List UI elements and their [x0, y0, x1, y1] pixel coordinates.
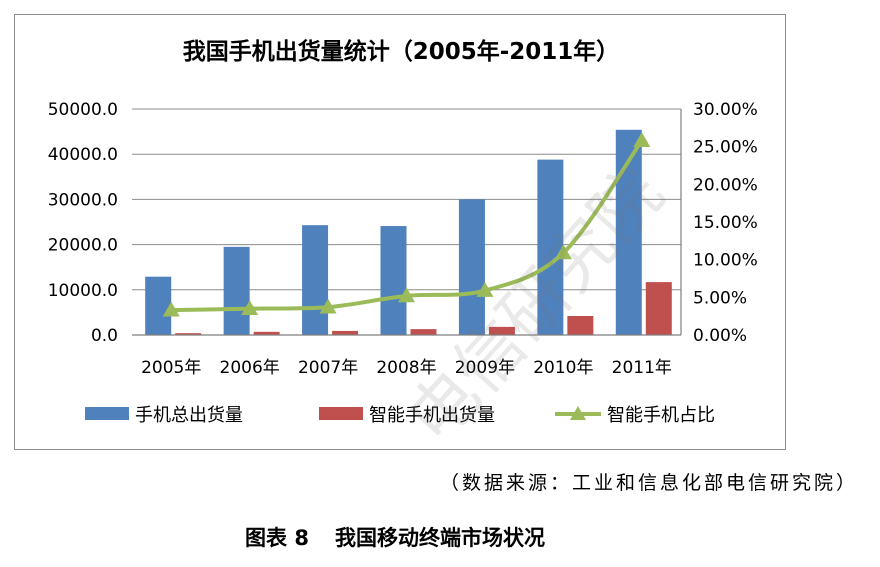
y-left-tick-label: 10000.0	[48, 281, 118, 301]
ratio-marker	[554, 244, 572, 260]
bar	[380, 226, 407, 335]
bar	[253, 331, 280, 335]
x-tick-label: 2009年	[455, 358, 515, 378]
y-right-tick-label: 30.00%	[693, 100, 758, 120]
y-right-tick-label: 10.00%	[693, 251, 758, 271]
figure-title: 我国移动终端市场状况	[334, 526, 545, 550]
legend-label: 手机总出货量	[135, 405, 243, 426]
x-tick-label: 2005年	[141, 358, 201, 378]
ratio-marker	[398, 287, 415, 303]
bar	[488, 326, 515, 335]
y-left-tick-label: 20000.0	[48, 236, 118, 256]
y-left-tick-label: 50000.0	[48, 100, 118, 120]
chart-frame: 我国手机出货量统计（2005年-2011年） 0.0 10000.0 20000.0…	[14, 14, 786, 450]
legend-label: 智能手机占比	[607, 405, 715, 426]
x-tick-label: 2010年	[533, 358, 593, 378]
y-right-tick-label: 20.00%	[693, 175, 758, 195]
bar	[567, 316, 594, 335]
bar	[645, 282, 672, 335]
bar	[302, 225, 329, 335]
gridlines	[132, 108, 681, 291]
bar	[410, 329, 437, 335]
bar	[175, 333, 202, 335]
ratio-line	[162, 132, 651, 317]
chart-title: 我国手机出货量统计（2005年-2011年）	[183, 38, 620, 65]
figure-caption: 图表 8 我国移动终端市场状况	[0, 522, 790, 552]
ratio-marker	[476, 282, 494, 297]
bar	[537, 159, 564, 335]
bar	[223, 246, 250, 335]
chart-canvas: 我国手机出货量统计（2005年-2011年） 0.0 10000.0 20000.0…	[48, 38, 758, 426]
bar	[458, 199, 485, 335]
y-left-tick-label: 40000.0	[48, 145, 118, 165]
x-tick-label: 2011年	[612, 358, 672, 378]
x-tick-label: 2008年	[376, 358, 436, 378]
ratio-marker	[633, 132, 651, 148]
y-right-tick-label: 15.00%	[693, 213, 758, 233]
bar	[145, 276, 172, 335]
figure-number: 图表 8	[245, 526, 309, 550]
legend-swatch-marker	[570, 406, 586, 420]
legend-label: 智能手机出货量	[369, 405, 495, 426]
y-left-tick-label: 0.0	[91, 326, 118, 346]
ratio-marker	[241, 300, 259, 316]
x-tick-label: 2007年	[298, 358, 358, 378]
y-left-tick-label: 30000.0	[48, 190, 118, 210]
y-right-tick-label: 25.00%	[693, 138, 758, 158]
bar	[332, 330, 359, 335]
source-note: （数据来源：工业和信息化部电信研究院）	[439, 472, 858, 494]
legend-swatch	[319, 407, 363, 420]
bars	[145, 129, 672, 335]
ratio-marker	[319, 298, 337, 314]
x-tick-label: 2006年	[220, 358, 280, 378]
ratio-marker	[162, 301, 180, 317]
y-right-tick-label: 5.00%	[693, 288, 747, 308]
axes: 0.0 10000.0 20000.0 30000.0 40000.0 50000.0 0.…	[48, 100, 758, 378]
y-right-tick-label: 0.00%	[693, 326, 747, 346]
legend-swatch	[85, 407, 129, 420]
legend: 手机总出货量 智能手机出货量 智能手机占比	[85, 405, 715, 426]
